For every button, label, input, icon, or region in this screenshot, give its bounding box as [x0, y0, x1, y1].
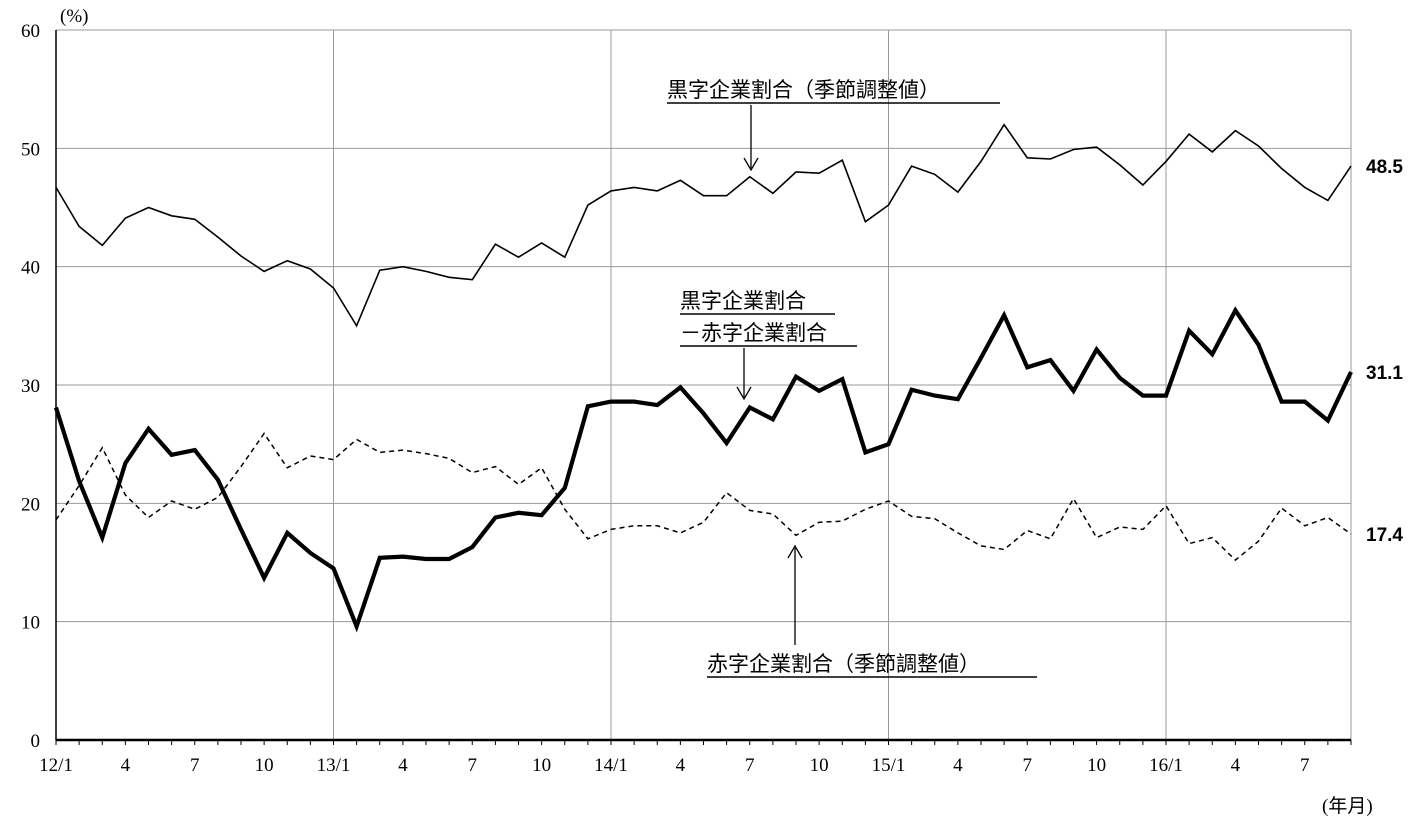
- x-tick-label: 10: [810, 755, 829, 776]
- x-tick-label: 13/1: [317, 755, 351, 776]
- y-tick-label: 60: [21, 21, 40, 42]
- y-tick-labels: 0 10 20 30 40 50 60: [21, 21, 40, 752]
- end-label-2: 17.4: [1366, 525, 1403, 546]
- x-tick-label: 4: [398, 755, 408, 776]
- x-tick-label: 4: [1231, 755, 1241, 776]
- x-tick-label: 10: [1087, 755, 1106, 776]
- end-labels: 48.5 31.1 17.4: [1366, 157, 1403, 546]
- axes: [55, 30, 1352, 745]
- x-tick-label: 15/1: [872, 755, 906, 776]
- x-tick-labels: 12/1 4 7 10 13/1 4 7 10 14/1 4 7 10 15/1 4 7 10 16/1 4 7: [39, 755, 1309, 776]
- y-tick-label: 40: [21, 258, 40, 279]
- x-tick-label: 12/1: [39, 755, 73, 776]
- annotation-deficit-arrowhead: [787, 544, 803, 559]
- series-lines: [53, 123, 1353, 633]
- y-tick-label: 50: [21, 139, 40, 160]
- x-tick-label: 7: [745, 755, 755, 776]
- x-tick-label: 16/1: [1149, 755, 1183, 776]
- y-tick-label: 10: [21, 613, 40, 634]
- annotation-diff-line1: 黒字企業割合: [680, 289, 806, 313]
- gridlines: [56, 29, 1352, 740]
- series-line-2: [55, 432, 1352, 562]
- x-tick-label: 7: [1023, 755, 1033, 776]
- x-tick-label: 7: [1300, 755, 1310, 776]
- annotation-deficit-ratio: 赤字企業割合（季節調整値）: [707, 652, 980, 676]
- annotation-surplus-arrowhead: [743, 157, 759, 172]
- annotation-diff-line2: －赤字企業割合: [680, 321, 827, 345]
- y-tick-label: 30: [21, 376, 40, 397]
- x-tick-label: 10: [255, 755, 274, 776]
- series-line-1: [53, 306, 1353, 633]
- x-tick-label: 10: [532, 755, 551, 776]
- end-label-1: 31.1: [1366, 363, 1403, 384]
- series-line-0: [55, 123, 1352, 328]
- x-unit-label: (年月): [1322, 795, 1373, 817]
- x-tick-label: 7: [468, 755, 478, 776]
- x-tick-label: 4: [953, 755, 963, 776]
- annotation-surplus-ratio: 黒字企業割合（季節調整値）: [667, 78, 940, 102]
- x-tick-label: 4: [676, 755, 686, 776]
- x-tick-label: 14/1: [594, 755, 628, 776]
- annotation-diff-arrowhead: [736, 386, 752, 401]
- x-tick-label: 4: [121, 755, 131, 776]
- end-label-0: 48.5: [1366, 157, 1403, 178]
- y-unit-label: (%): [60, 6, 88, 27]
- x-tick-label: 7: [190, 755, 200, 776]
- y-tick-label: 20: [21, 494, 40, 515]
- y-tick-label: 0: [31, 731, 41, 752]
- annotation-diff: 黒字企業割合 －赤字企業割合: [680, 289, 827, 345]
